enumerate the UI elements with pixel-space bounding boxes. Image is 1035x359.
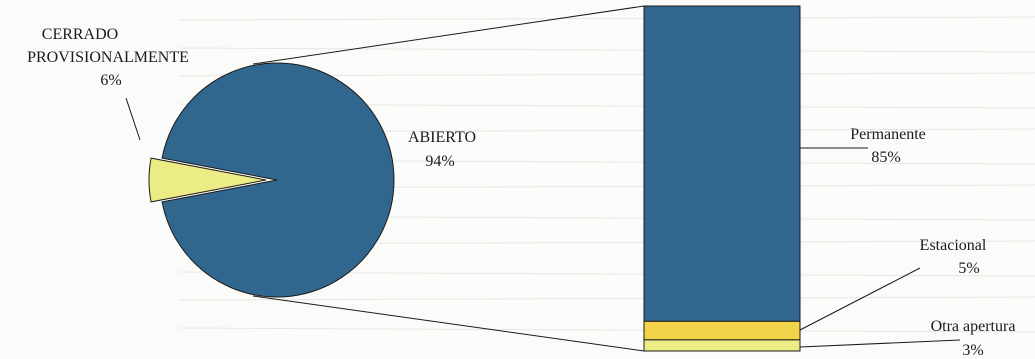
leader-line-cerrado [125,97,141,141]
label-cerrado-line1: CERRADO [42,26,118,43]
stacked-bar [643,5,801,352]
connector-line-bottom [252,295,645,352]
label-abierto-pct: 94% [425,153,454,170]
label-estacional: Estacional [920,237,987,254]
bg-line [179,47,1035,53]
label-cerrado-line2: PROVISIONALMENTE [27,49,189,66]
pie [148,62,395,298]
label-estacional-pct: 5% [958,260,979,277]
bar-segment-otra-apertura [643,339,801,352]
label-otra-apertura-pct: 3% [962,342,983,359]
label-cerrado-pct: 6% [100,72,121,89]
label-abierto: ABIERTO [408,129,476,146]
connector-line-top [252,5,645,65]
pie-slice-cerrado-provisionalmente [148,157,267,203]
label-otra-apertura: Otra apertura [931,318,1016,335]
label-permanente: Permanente [850,126,926,143]
leader-line-otra-apertura [799,339,961,348]
bar-segment-permanente [643,5,801,322]
bar-segment-estacional [643,320,801,341]
leader-line-estacional [799,267,921,331]
bg-line [179,16,1035,21]
bg-line [179,296,1035,301]
bg-line [179,327,1035,333]
label-permanente-pct: 85% [871,149,900,166]
pie-slice-abierto [161,62,395,298]
